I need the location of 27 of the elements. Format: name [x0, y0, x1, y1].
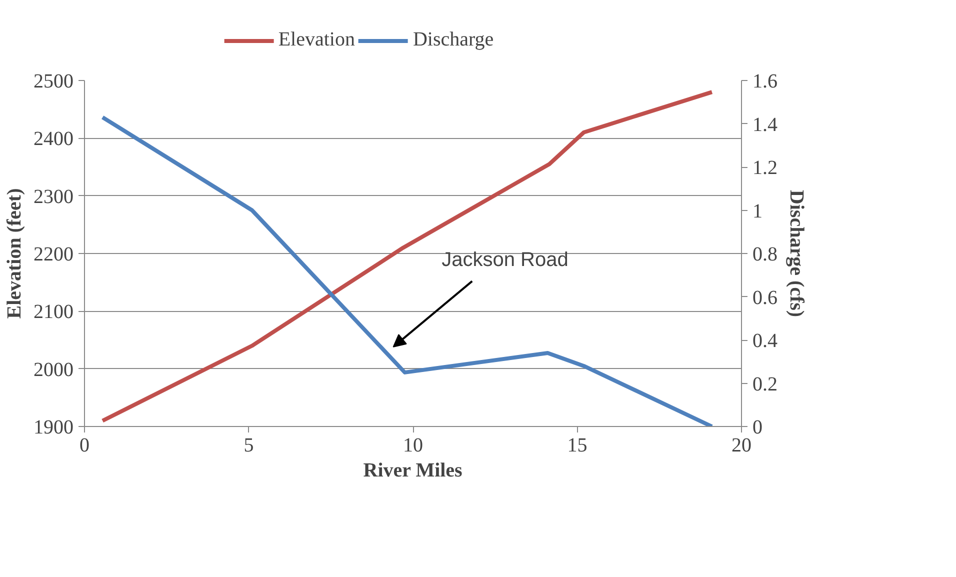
y2-tick-label: 1.4	[752, 114, 778, 136]
y2-tick-label: 0.8	[752, 244, 778, 266]
legend-label: Discharge	[412, 28, 494, 52]
y-tick-label: 2300	[34, 186, 74, 208]
x-tick-label: 10	[403, 434, 423, 456]
annotation: Jackson Road	[442, 248, 568, 271]
x-tick-label: 15	[567, 434, 588, 456]
y-axis-title: Elevation (feet)	[4, 188, 26, 319]
y2-tick-label: 1	[752, 200, 762, 222]
y-tick-label: 2500	[34, 70, 74, 92]
y2-tick-label: 1.6	[752, 70, 778, 92]
y2-tick-label: 0.6	[752, 286, 778, 309]
y2-tick-label: 0.2	[752, 373, 778, 396]
y-tick-label: 1900	[34, 416, 74, 438]
y2-tick-label: 0.4	[752, 330, 778, 352]
y-tick-label: 2100	[34, 301, 74, 324]
x-tick-label: 20	[732, 434, 752, 456]
x-tick-label: 5	[244, 434, 254, 456]
y-tick-label: 2000	[34, 358, 74, 381]
y2-tick-label: 1.2	[752, 157, 778, 179]
y-tick-label: 2200	[34, 244, 74, 266]
y2-tick-label: 0	[752, 416, 762, 438]
x-tick-label: 0	[80, 434, 90, 456]
legend-label: Elevation	[278, 28, 355, 52]
x-axis-title: River Miles	[363, 460, 463, 482]
y2-axis-title: Discharge (cfs)	[786, 190, 808, 318]
y-tick-label: 2400	[34, 128, 74, 150]
